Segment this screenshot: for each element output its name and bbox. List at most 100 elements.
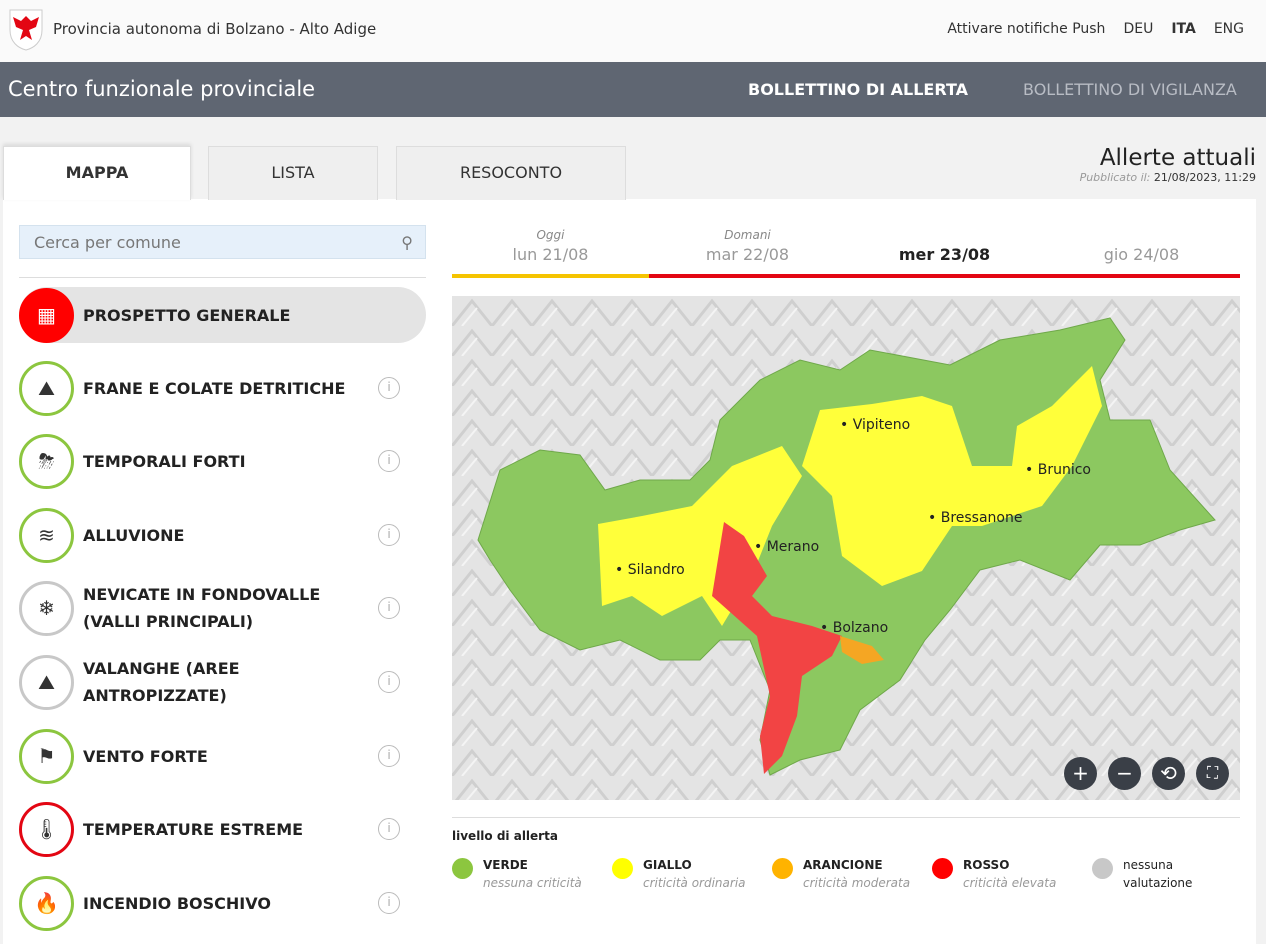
town-dot: •: [928, 510, 937, 526]
zoom-in-button[interactable]: +: [1064, 757, 1097, 790]
legend-desc: nessuna criticità: [483, 876, 582, 890]
legend-item: ROSSO criticità elevata: [932, 858, 1056, 890]
landslide-icon: ⛰: [19, 360, 74, 416]
legend-item: GIALLO criticità ordinaria: [612, 858, 746, 890]
legend-desc: criticità elevata: [963, 876, 1057, 890]
nav-bar: Centro funzionale provinciale BOLLETTINO…: [0, 62, 1266, 117]
town-name: Bressanone: [940, 510, 1023, 526]
town-label: • Bolzano: [820, 620, 888, 636]
region-yellow[interactable]: [598, 446, 802, 626]
fullscreen-button[interactable]: ⛶: [1196, 757, 1229, 790]
day-date: gio 24/08: [1103, 245, 1180, 264]
category-item[interactable]: ⛈ TEMPORALI FORTI i: [19, 433, 426, 489]
nav-bulletin-alert[interactable]: BOLLETTINO DI ALLERTA: [748, 80, 968, 99]
day-selector: Oggi lun 21/08 Domani mar 22/08 mer 23/08 …: [452, 228, 1240, 278]
category-item[interactable]: ≋ ALLUVIONE i: [19, 507, 426, 563]
category-label: VENTO FORTE: [83, 746, 208, 766]
region-yellow[interactable]: [802, 366, 1102, 586]
info-icon[interactable]: i: [378, 892, 400, 914]
info-icon[interactable]: i: [378, 818, 400, 840]
legend-title: livello di allerta: [452, 829, 558, 843]
legend-dot: [452, 858, 473, 879]
tab-lista[interactable]: LISTA: [208, 146, 378, 200]
windsock-icon: ⚑: [19, 728, 74, 784]
thermometer-icon: 🌡: [19, 801, 74, 857]
reset-view-button[interactable]: ⟲: [1152, 757, 1185, 790]
alert-map[interactable]: • Vipiteno • Brunico • Bressanone • Merano •…: [452, 296, 1240, 800]
town-dot: •: [754, 539, 763, 555]
tab-mappa[interactable]: MAPPA: [3, 146, 191, 200]
town-name: Brunico: [1037, 462, 1091, 478]
info-icon[interactable]: i: [378, 745, 400, 767]
day-sub: Oggi: [536, 228, 565, 242]
day-tab-2[interactable]: mer 23/08: [846, 228, 1043, 278]
top-bar: Provincia autonoma di Bolzano - Alto Adi…: [0, 0, 1266, 62]
day-date: lun 21/08: [512, 245, 589, 264]
avalanche-icon: ⛰: [19, 654, 74, 710]
legend-name: VERDE: [483, 858, 528, 872]
category-item[interactable]: ⛰ VALANGHE (AREE ANTROPIZZATE) i: [19, 654, 426, 710]
region-orange[interactable]: [840, 636, 884, 664]
fire-icon: 🔥: [19, 875, 74, 931]
category-item[interactable]: ⛰ FRANE E COLATE DETRITICHE i: [19, 360, 426, 416]
legend-desc: valutazione: [1123, 876, 1193, 890]
day-date: mer 23/08: [898, 245, 991, 264]
legend-desc: criticità moderata: [803, 876, 911, 890]
info-icon[interactable]: i: [378, 524, 400, 546]
divider: [19, 277, 426, 278]
info-icon[interactable]: i: [378, 450, 400, 472]
town-label: • Vipiteno: [840, 417, 910, 433]
page-title: Allerte attuali: [1099, 145, 1256, 171]
town-label: • Bressanone: [928, 510, 1022, 526]
day-tab-1[interactable]: Domani mar 22/08: [649, 228, 846, 278]
legend-dot: [772, 858, 793, 879]
push-notifications-link[interactable]: Attivare notifiche Push: [947, 21, 1106, 37]
info-icon[interactable]: i: [378, 597, 400, 619]
category-item[interactable]: ▦ PROSPETTO GENERALE: [19, 287, 426, 343]
day-tab-3[interactable]: gio 24/08: [1043, 228, 1240, 278]
lang-deu[interactable]: DEU: [1123, 21, 1154, 37]
category-item[interactable]: ⚑ VENTO FORTE i: [19, 728, 426, 784]
org-name: Provincia autonoma di Bolzano - Alto Adi…: [53, 20, 377, 38]
lang-ita[interactable]: ITA: [1171, 21, 1196, 37]
published-date: 21/08/2023, 11:29: [1153, 171, 1256, 184]
day-tab-0[interactable]: Oggi lun 21/08: [452, 228, 649, 278]
nav-bulletin-watch[interactable]: BOLLETTINO DI VIGILANZA: [1023, 80, 1237, 99]
town-dot: •: [840, 417, 849, 433]
category-item[interactable]: ❄ NEVICATE IN FONDOVALLE (VALLI PRINCIPAL…: [19, 580, 426, 636]
search-placeholder: Cerca per comune: [34, 233, 181, 252]
legend-name: GIALLO: [643, 858, 692, 872]
category-item[interactable]: 🌡 TEMPERATURE ESTREME i: [19, 801, 426, 857]
info-icon[interactable]: i: [378, 671, 400, 693]
legend-name: ARANCIONE: [803, 858, 883, 872]
category-item[interactable]: 🔥 INCENDIO BOSCHIVO i: [19, 875, 426, 931]
town-dot: •: [1025, 462, 1034, 478]
legend-dot: [1092, 858, 1113, 879]
category-label: PROSPETTO GENERALE: [83, 305, 291, 325]
coat-of-arms-logo: [9, 9, 43, 51]
search-input[interactable]: Cerca per comune ⚲: [19, 225, 426, 259]
town-name: Vipiteno: [852, 417, 911, 433]
town-dot: •: [820, 620, 829, 636]
legend-desc: criticità ordinaria: [643, 876, 746, 890]
category-label: ALLUVIONE: [83, 525, 185, 545]
town-name: Merano: [766, 539, 820, 555]
tab-resoconto[interactable]: RESOCONTO: [396, 146, 626, 200]
legend: livello di allerta VERDE nessuna criticit…: [452, 817, 1240, 890]
search-icon[interactable]: ⚲: [401, 233, 413, 252]
town-label: • Brunico: [1025, 462, 1091, 478]
category-label: TEMPORALI FORTI: [83, 451, 246, 471]
waves-icon: ≋: [19, 507, 74, 563]
info-icon[interactable]: i: [378, 377, 400, 399]
town-label: • Merano: [754, 539, 819, 555]
lang-eng[interactable]: ENG: [1213, 21, 1244, 37]
town-name: Silandro: [627, 562, 685, 578]
region-red[interactable]: [712, 522, 842, 774]
zoom-out-button[interactable]: −: [1108, 757, 1141, 790]
town-name: Bolzano: [832, 620, 889, 636]
legend-dot: [612, 858, 633, 879]
grid-icon: ▦: [19, 287, 74, 343]
category-label: TEMPERATURE ESTREME: [83, 819, 304, 839]
site-title[interactable]: Centro funzionale provinciale: [8, 77, 316, 101]
day-sub: Domani: [724, 228, 771, 242]
